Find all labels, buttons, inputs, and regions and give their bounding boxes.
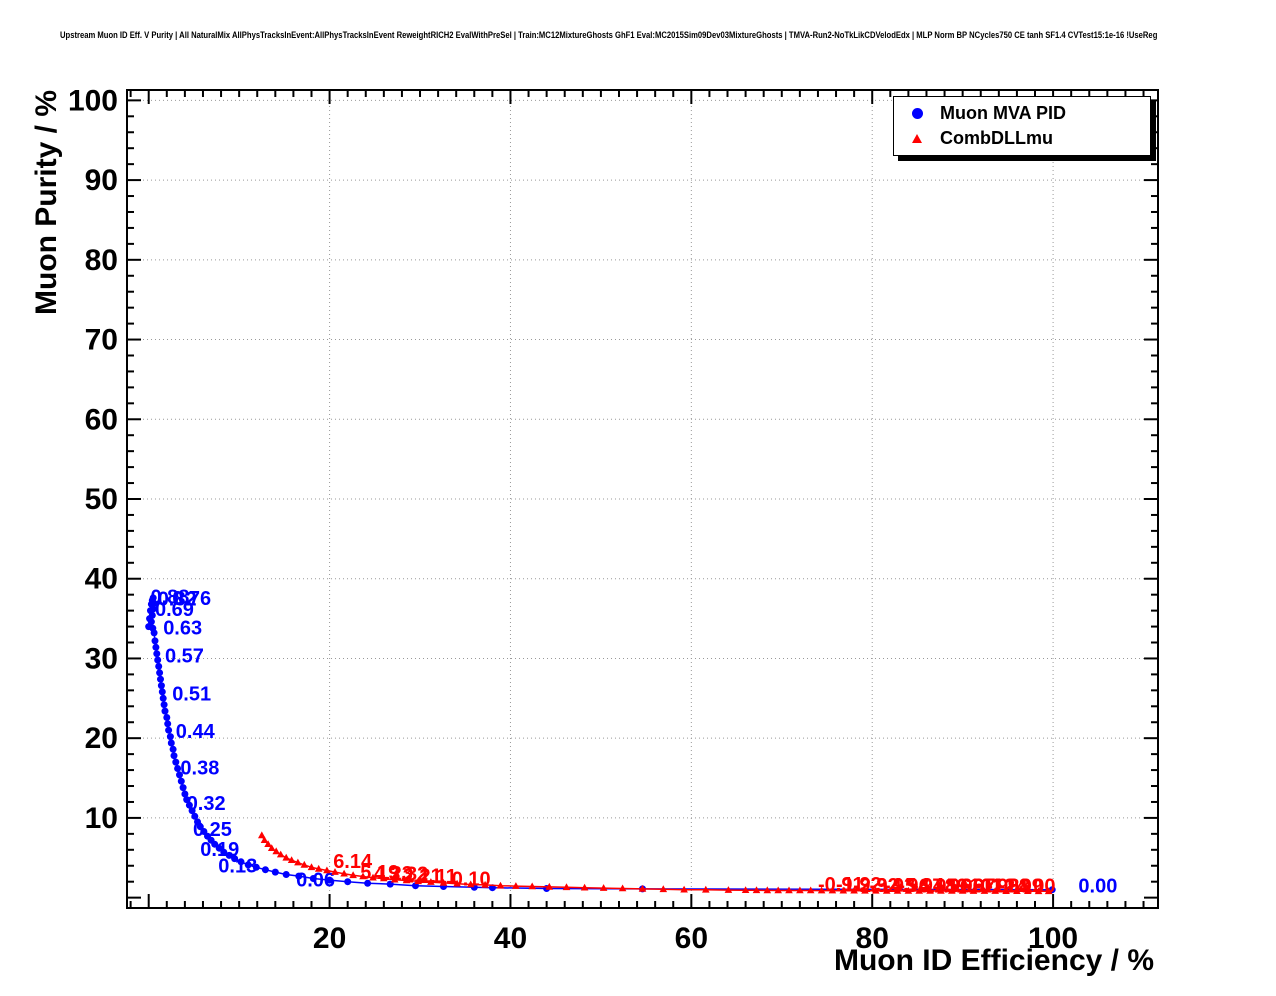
svg-text:90: 90	[85, 164, 118, 197]
svg-text:4.23: 4.23	[374, 863, 413, 885]
svg-text:-0.91: -0.91	[818, 874, 864, 896]
svg-text:0.25: 0.25	[193, 819, 232, 841]
svg-text:0.76: 0.76	[172, 588, 211, 610]
svg-text:-12.99: -12.99	[986, 876, 1043, 898]
svg-text:10: 10	[85, 802, 118, 835]
svg-text:1.11: 1.11	[419, 866, 457, 888]
svg-text:60: 60	[85, 403, 118, 436]
svg-text:20: 20	[313, 922, 346, 955]
svg-text:20: 20	[85, 722, 118, 755]
svg-text:-7.96: -7.96	[926, 876, 972, 898]
svg-text:80: 80	[85, 244, 118, 277]
svg-text:-8.96: -8.96	[938, 876, 984, 898]
svg-text:0.44: 0.44	[176, 721, 216, 743]
svg-text:6.14: 6.14	[333, 851, 373, 873]
legend-marker-cell	[894, 108, 940, 119]
plot-header-title: Upstream Muon ID Eff. V Purity | All Nat…	[60, 30, 1158, 40]
svg-text:-2.92: -2.92	[853, 875, 899, 897]
x-axis-title: Muon ID Efficiency / %	[833, 944, 1154, 977]
svg-text:0.82: 0.82	[158, 589, 197, 611]
legend-entry-combdllmu: CombDLLmu	[894, 126, 1150, 151]
svg-text:-1.92: -1.92	[836, 874, 882, 896]
svg-text:30: 30	[85, 642, 118, 675]
svg-text:0.06: 0.06	[296, 869, 335, 891]
svg-text:0.19: 0.19	[200, 839, 239, 861]
svg-text:0.57: 0.57	[165, 645, 204, 667]
svg-text:0.13: 0.13	[218, 856, 257, 878]
svg-text:-11.98: -11.98	[974, 876, 1030, 898]
svg-text:-5.94: -5.94	[898, 875, 944, 897]
svg-text:80: 80	[856, 922, 889, 955]
svg-text:0.88: 0.88	[151, 586, 190, 608]
svg-text:60: 60	[675, 922, 708, 955]
legend-entry-muon-mva-pid: Muon MVA PID	[894, 101, 1150, 126]
svg-text:0.00: 0.00	[1078, 876, 1117, 898]
svg-text:-3.93: -3.93	[870, 875, 916, 897]
svg-text:50: 50	[85, 483, 118, 516]
svg-text:100: 100	[68, 84, 118, 117]
svg-text:-9.97: -9.97	[950, 876, 996, 898]
svg-text:0.38: 0.38	[180, 758, 219, 780]
legend: Muon MVA PID CombDLLmu	[893, 96, 1151, 156]
svg-text:100: 100	[1028, 922, 1078, 955]
svg-text:-6.95: -6.95	[912, 876, 958, 898]
svg-text:0.69: 0.69	[155, 599, 194, 621]
legend-marker-cell	[894, 134, 940, 143]
legend-label-muon-mva-pid: Muon MVA PID	[940, 103, 1066, 123]
svg-text:70: 70	[85, 324, 118, 357]
svg-text:-10.98: -10.98	[963, 876, 1020, 898]
y-axis-title: Muon Purity / %	[30, 90, 63, 315]
blue-circle-marker-icon	[911, 108, 923, 119]
svg-text:0.32: 0.32	[187, 793, 226, 815]
svg-text:0.10: 0.10	[452, 869, 491, 891]
svg-text:-14.00: -14.00	[999, 876, 1056, 898]
svg-text:40: 40	[85, 563, 118, 596]
svg-text:2.21: 2.21	[403, 865, 442, 887]
svg-text:0.63: 0.63	[163, 617, 202, 639]
svg-text:5.19: 5.19	[360, 862, 399, 884]
svg-text:3.32: 3.32	[389, 864, 428, 886]
svg-text:0.51: 0.51	[172, 684, 211, 706]
legend-label-combdllmu: CombDLLmu	[940, 128, 1053, 148]
svg-text:-4.94: -4.94	[884, 875, 930, 897]
svg-text:40: 40	[494, 922, 527, 955]
red-triangle-marker-icon	[912, 134, 922, 143]
